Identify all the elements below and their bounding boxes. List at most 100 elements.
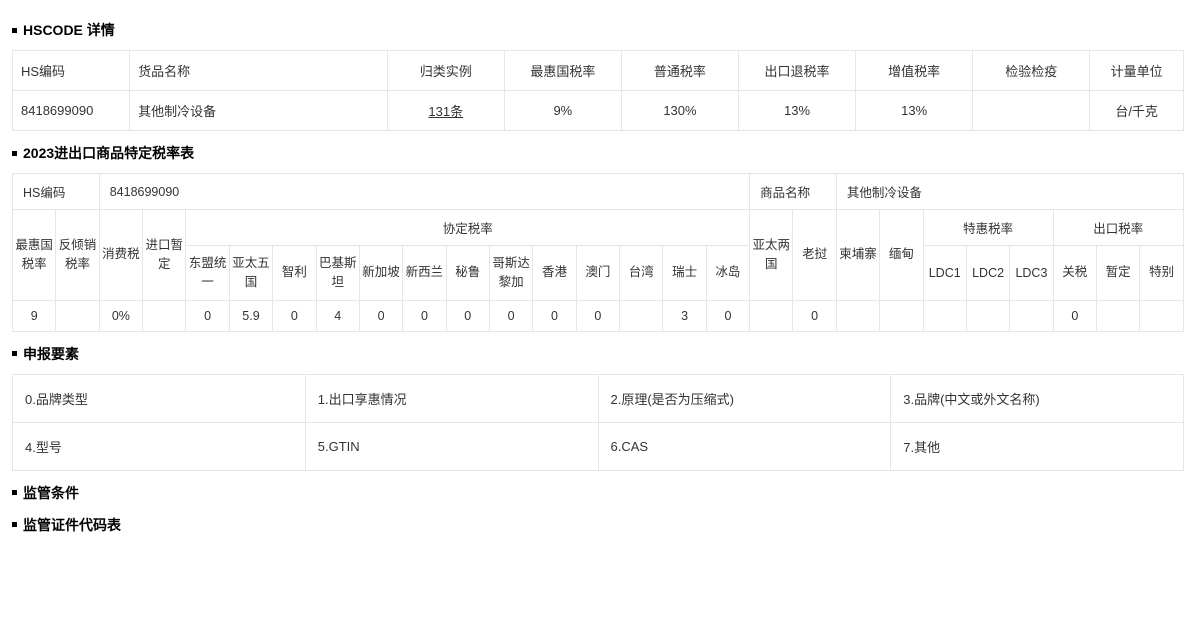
table-row: 8418699090 其他制冷设备 131条 9% 130% 13% 13% 台… <box>13 91 1184 131</box>
group-agreement: 协定税率 <box>186 210 750 246</box>
val-peru: 0 <box>446 300 489 331</box>
col-pakistan: 巴基斯坦 <box>316 246 359 301</box>
col-macau: 澳门 <box>576 246 619 301</box>
col-ap5: 亚太五国 <box>229 246 272 301</box>
table-row: 0.品牌类型 1.出口享惠情况 2.原理(是否为压缩式) 3.品牌(中文或外文名… <box>13 374 1184 422</box>
col-chile: 智利 <box>273 246 316 301</box>
val-antidump <box>56 300 99 331</box>
col-ldc2: LDC2 <box>966 246 1009 301</box>
decl-cell: 0.品牌类型 <box>13 374 306 422</box>
val-tmp <box>1096 300 1139 331</box>
col-mfn: 最惠国税率 <box>13 210 56 301</box>
val-laos: 0 <box>793 300 836 331</box>
table-row: 4.型号 5.GTIN 6.CAS 7.其他 <box>13 422 1184 470</box>
col-singapore: 新加坡 <box>359 246 402 301</box>
col-antidump: 反倾销税率 <box>56 210 99 301</box>
col-peru: 秘鲁 <box>446 246 489 301</box>
col-vat: 增值税率 <box>856 51 973 91</box>
col-hscode: HS编码 <box>13 51 130 91</box>
val-swiss: 3 <box>663 300 706 331</box>
val-tariff: 0 <box>1053 300 1096 331</box>
col-nz: 新西兰 <box>403 246 446 301</box>
section-title-supervise: 监管条件 <box>12 483 1184 503</box>
val-import-tmp <box>143 300 186 331</box>
tax-top-row: HS编码 8418699090 商品名称 其他制冷设备 <box>13 174 1184 210</box>
col-inspection: 检验检疫 <box>973 51 1090 91</box>
val-asean: 0 <box>186 300 229 331</box>
tax-sub-row: 东盟统一 亚太五国 智利 巴基斯坦 新加坡 新西兰 秘鲁 哥斯达黎加 香港 澳门… <box>13 246 1184 301</box>
decl-cell: 7.其他 <box>891 422 1184 470</box>
val-nz: 0 <box>403 300 446 331</box>
tax-values-row: 9 0% 0 5.9 0 4 0 0 0 0 0 0 3 0 0 0 <box>13 300 1184 331</box>
cell-unit: 台/千克 <box>1090 91 1184 131</box>
group-preferential: 特惠税率 <box>923 210 1053 246</box>
col-special: 特别 <box>1140 246 1184 301</box>
col-myanmar: 缅甸 <box>880 210 923 301</box>
val-ap5: 5.9 <box>229 300 272 331</box>
section-title-supervise-code: 监管证件代码表 <box>12 515 1184 535</box>
col-taiwan: 台湾 <box>620 246 663 301</box>
name-label: 商品名称 <box>750 174 837 210</box>
col-ap2: 亚太两国 <box>750 210 793 301</box>
col-iceland: 冰岛 <box>706 246 749 301</box>
val-iceland: 0 <box>706 300 749 331</box>
decl-table: 0.品牌类型 1.出口享惠情况 2.原理(是否为压缩式) 3.品牌(中文或外文名… <box>12 374 1184 471</box>
group-export: 出口税率 <box>1053 210 1183 246</box>
col-ldc3: LDC3 <box>1010 246 1053 301</box>
decl-cell: 6.CAS <box>598 422 891 470</box>
val-macau: 0 <box>576 300 619 331</box>
hscode-label: HS编码 <box>13 174 100 210</box>
val-ldc3 <box>1010 300 1053 331</box>
section-title-decl: 申报要素 <box>12 344 1184 364</box>
decl-cell: 2.原理(是否为压缩式) <box>598 374 891 422</box>
val-cambodia <box>836 300 879 331</box>
val-chile: 0 <box>273 300 316 331</box>
col-hk: 香港 <box>533 246 576 301</box>
val-mfn: 9 <box>13 300 56 331</box>
val-myanmar <box>880 300 923 331</box>
cell-inspection <box>973 91 1090 131</box>
hscode-detail-table: HS编码 货品名称 归类实例 最惠国税率 普通税率 出口退税率 增值税率 检验检… <box>12 50 1184 131</box>
col-name: 货品名称 <box>130 51 388 91</box>
col-example: 归类实例 <box>387 51 504 91</box>
col-cambodia: 柬埔寨 <box>836 210 879 301</box>
tax-2023-table: HS编码 8418699090 商品名称 其他制冷设备 最惠国税率 反倾销税率 … <box>12 173 1184 332</box>
decl-cell: 5.GTIN <box>305 422 598 470</box>
cell-general: 130% <box>621 91 738 131</box>
decl-cell: 3.品牌(中文或外文名称) <box>891 374 1184 422</box>
val-taiwan <box>620 300 663 331</box>
name-value: 其他制冷设备 <box>836 174 1183 210</box>
cell-name: 其他制冷设备 <box>130 91 388 131</box>
val-costa: 0 <box>489 300 532 331</box>
val-hk: 0 <box>533 300 576 331</box>
col-import-tmp: 进口暂定 <box>143 210 186 301</box>
col-consume: 消费税 <box>99 210 142 301</box>
example-link[interactable]: 131条 <box>428 104 463 119</box>
col-asean: 东盟统一 <box>186 246 229 301</box>
col-mfn: 最惠国税率 <box>504 51 621 91</box>
decl-cell: 4.型号 <box>13 422 306 470</box>
col-export-rebate: 出口退税率 <box>738 51 855 91</box>
val-singapore: 0 <box>359 300 402 331</box>
col-laos: 老挝 <box>793 210 836 301</box>
tax-group-row: 最惠国税率 反倾销税率 消费税 进口暂定 协定税率 亚太两国 老挝 柬埔寨 缅甸… <box>13 210 1184 246</box>
val-ldc2 <box>966 300 1009 331</box>
col-costa: 哥斯达黎加 <box>489 246 532 301</box>
col-tmp: 暂定 <box>1096 246 1139 301</box>
table-header-row: HS编码 货品名称 归类实例 最惠国税率 普通税率 出口退税率 增值税率 检验检… <box>13 51 1184 91</box>
section-title-hscode-detail: HSCODE 详情 <box>12 20 1184 40</box>
val-ldc1 <box>923 300 966 331</box>
col-tariff: 关税 <box>1053 246 1096 301</box>
col-general: 普通税率 <box>621 51 738 91</box>
col-ldc1: LDC1 <box>923 246 966 301</box>
cell-mfn: 9% <box>504 91 621 131</box>
cell-vat: 13% <box>856 91 973 131</box>
cell-export-rebate: 13% <box>738 91 855 131</box>
section-title-tax-2023: 2023进出口商品特定税率表 <box>12 143 1184 163</box>
hscode-value: 8418699090 <box>99 174 749 210</box>
cell-hscode: 8418699090 <box>13 91 130 131</box>
val-ap2 <box>750 300 793 331</box>
decl-cell: 1.出口享惠情况 <box>305 374 598 422</box>
col-unit: 计量单位 <box>1090 51 1184 91</box>
val-pakistan: 4 <box>316 300 359 331</box>
